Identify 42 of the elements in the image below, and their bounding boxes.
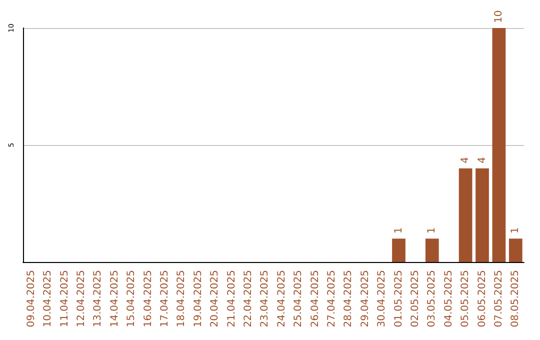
data-label: 4 — [476, 157, 488, 164]
x-tick-label: 09.04.2025 — [26, 270, 37, 328]
x-tick-label: 02.05.2025 — [410, 270, 421, 328]
bar — [476, 168, 489, 262]
x-tick-label: 07.05.2025 — [493, 270, 504, 328]
x-tick-label: 28.04.2025 — [343, 270, 354, 328]
data-label: 10 — [493, 10, 504, 23]
x-tick-label: 04.05.2025 — [443, 270, 454, 328]
x-tick-label: 01.05.2025 — [393, 270, 404, 328]
x-tick-label: 06.05.2025 — [476, 270, 488, 328]
x-tick-label: 10.04.2025 — [42, 270, 54, 328]
x-tick-label: 16.04.2025 — [142, 270, 154, 328]
x-tick-label: 25.04.2025 — [293, 270, 304, 328]
x-tick-label: 13.04.2025 — [92, 270, 104, 328]
x-tick-label: 26.04.2025 — [310, 270, 321, 328]
bar — [508, 238, 522, 262]
x-tick-label: 24.04.2025 — [276, 270, 288, 328]
x-tick-label: 14.04.2025 — [109, 270, 120, 328]
bar — [425, 238, 439, 262]
data-label: 1 — [426, 227, 438, 234]
x-tick-label: 29.04.2025 — [360, 270, 371, 328]
x-tick-label: 15.04.2025 — [126, 270, 138, 328]
x-tick-label: 11.04.2025 — [59, 270, 70, 328]
x-tick-label: 08.05.2025 — [510, 270, 522, 328]
x-tick-label: 22.04.2025 — [242, 270, 254, 328]
data-label: 1 — [393, 227, 404, 234]
x-tick-label: 19.04.2025 — [192, 270, 204, 328]
bar — [492, 28, 506, 262]
bar — [458, 168, 472, 262]
x-tick-label: 30.04.2025 — [376, 270, 388, 328]
data-label: 4 — [460, 157, 472, 164]
x-tick-label: 03.05.2025 — [426, 270, 438, 328]
x-tick-label: 23.04.2025 — [260, 270, 271, 328]
bar — [392, 238, 406, 262]
x-tick-label: 21.04.2025 — [226, 270, 238, 328]
x-tick-label: 18.04.2025 — [176, 270, 188, 328]
x-tick-label: 20.04.2025 — [210, 270, 221, 328]
x-tick-label: 05.05.2025 — [460, 270, 472, 328]
data-label: 1 — [510, 227, 522, 234]
x-tick-label: 17.04.2025 — [159, 270, 170, 328]
x-tick-label: 27.04.2025 — [326, 270, 338, 328]
x-tick-label: 12.04.2025 — [76, 270, 87, 328]
